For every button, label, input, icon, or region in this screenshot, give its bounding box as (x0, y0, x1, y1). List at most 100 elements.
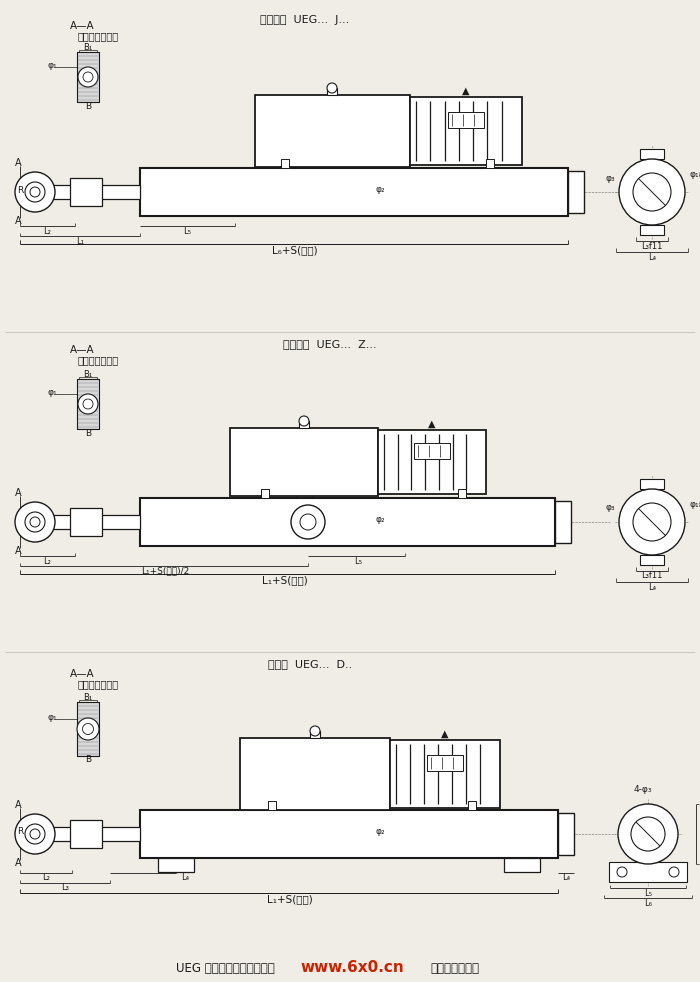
Circle shape (78, 394, 98, 414)
Circle shape (25, 512, 45, 532)
Circle shape (633, 173, 671, 211)
Text: L₂: L₂ (42, 874, 50, 883)
Circle shape (300, 514, 316, 530)
Text: φ₂: φ₂ (375, 185, 385, 193)
Text: B: B (85, 101, 91, 111)
Text: R: R (17, 186, 23, 194)
Bar (281, 159, 289, 168)
Circle shape (15, 172, 55, 212)
Text: 前绞轴式  UEG...  J...: 前绞轴式 UEG... J... (260, 15, 349, 25)
Circle shape (15, 814, 55, 854)
Circle shape (83, 72, 93, 82)
Text: L₅: L₅ (644, 889, 652, 898)
Text: φ₁ε9: φ₁ε9 (690, 500, 700, 509)
Bar (327, 88, 337, 95)
Bar (140, 810, 558, 858)
Text: L₆+S(行程): L₆+S(行程) (272, 245, 318, 255)
Circle shape (25, 182, 45, 202)
Bar (268, 801, 276, 810)
Text: φ₃: φ₃ (606, 504, 615, 513)
Text: L₃f11: L₃f11 (641, 242, 663, 250)
Text: B₁: B₁ (83, 42, 92, 51)
Text: φ₁: φ₁ (47, 61, 57, 70)
Text: A: A (15, 858, 21, 868)
Circle shape (299, 416, 309, 426)
Text: φ₁ε9: φ₁ε9 (690, 170, 700, 179)
Text: L₁+S(行程): L₁+S(行程) (262, 575, 308, 585)
Bar (70, 178, 102, 206)
Text: ▲: ▲ (428, 419, 435, 429)
Circle shape (291, 505, 325, 539)
Text: B: B (85, 428, 91, 438)
Bar (640, 479, 664, 489)
Bar (414, 443, 450, 459)
Text: L₄: L₄ (562, 874, 570, 883)
Circle shape (83, 399, 93, 409)
Bar (568, 171, 584, 213)
Text: L₂: L₂ (43, 557, 51, 566)
Circle shape (617, 867, 627, 877)
Bar (458, 489, 466, 498)
Text: 4-φ₃: 4-φ₃ (634, 785, 652, 793)
Circle shape (83, 724, 94, 735)
Circle shape (310, 726, 320, 736)
Bar (30, 515, 140, 529)
Circle shape (327, 83, 337, 93)
Text: L₃f11: L₃f11 (641, 572, 663, 580)
Bar (77, 379, 99, 429)
Bar (240, 738, 390, 810)
Bar (77, 52, 99, 102)
Text: A: A (15, 158, 21, 168)
Bar (77, 702, 99, 756)
Text: ▲: ▲ (462, 86, 470, 96)
Bar (261, 489, 269, 498)
Text: R: R (17, 828, 23, 837)
Bar (609, 862, 687, 882)
Text: L₂: L₂ (43, 227, 51, 236)
Bar (410, 97, 522, 165)
Text: 关节轴承式耳环: 关节轴承式耳环 (78, 355, 118, 365)
Text: 关节轴承式耳环: 关节轴承式耳环 (78, 679, 118, 689)
Bar (427, 755, 463, 771)
Text: φ₁: φ₁ (47, 713, 57, 722)
Text: A: A (15, 488, 21, 498)
Circle shape (30, 829, 40, 839)
Text: L₁+S(行程): L₁+S(行程) (267, 894, 313, 904)
Bar (448, 112, 484, 128)
Bar (70, 508, 102, 536)
Bar (468, 801, 476, 810)
Bar (640, 555, 664, 565)
Text: L₁: L₁ (76, 237, 84, 246)
Text: φ₁: φ₁ (47, 388, 57, 397)
Circle shape (669, 867, 679, 877)
Bar (255, 95, 410, 167)
Text: B₁: B₁ (83, 692, 92, 701)
Text: A—A: A—A (70, 345, 94, 355)
Text: 关节轴承式耳环: 关节轴承式耳环 (78, 31, 118, 41)
Text: B: B (85, 755, 91, 765)
Text: UEG 系列并列式电动液压缸: UEG 系列并列式电动液压缸 (176, 961, 274, 974)
Text: A: A (15, 546, 21, 556)
Bar (77, 52, 99, 102)
Bar (77, 379, 99, 429)
Bar (640, 225, 664, 235)
Circle shape (30, 517, 40, 527)
Text: www.6x0.cn: www.6x0.cn (300, 960, 404, 975)
Circle shape (619, 489, 685, 555)
Text: L₁+S(行程)/2: L₁+S(行程)/2 (141, 567, 189, 575)
Bar (486, 159, 494, 168)
Text: L₆: L₆ (644, 899, 652, 907)
Bar (310, 731, 320, 738)
Text: φ₂: φ₂ (375, 515, 385, 523)
Bar (30, 185, 140, 199)
Text: 底脚式  UEG...  D..: 底脚式 UEG... D.. (268, 659, 352, 669)
Bar (299, 421, 309, 428)
Circle shape (77, 718, 99, 740)
Bar (504, 858, 540, 872)
Bar (640, 149, 664, 159)
Circle shape (25, 824, 45, 844)
Bar (140, 498, 555, 546)
Text: L₃: L₃ (61, 884, 69, 893)
Circle shape (619, 159, 685, 225)
Text: A—A: A—A (70, 21, 94, 31)
